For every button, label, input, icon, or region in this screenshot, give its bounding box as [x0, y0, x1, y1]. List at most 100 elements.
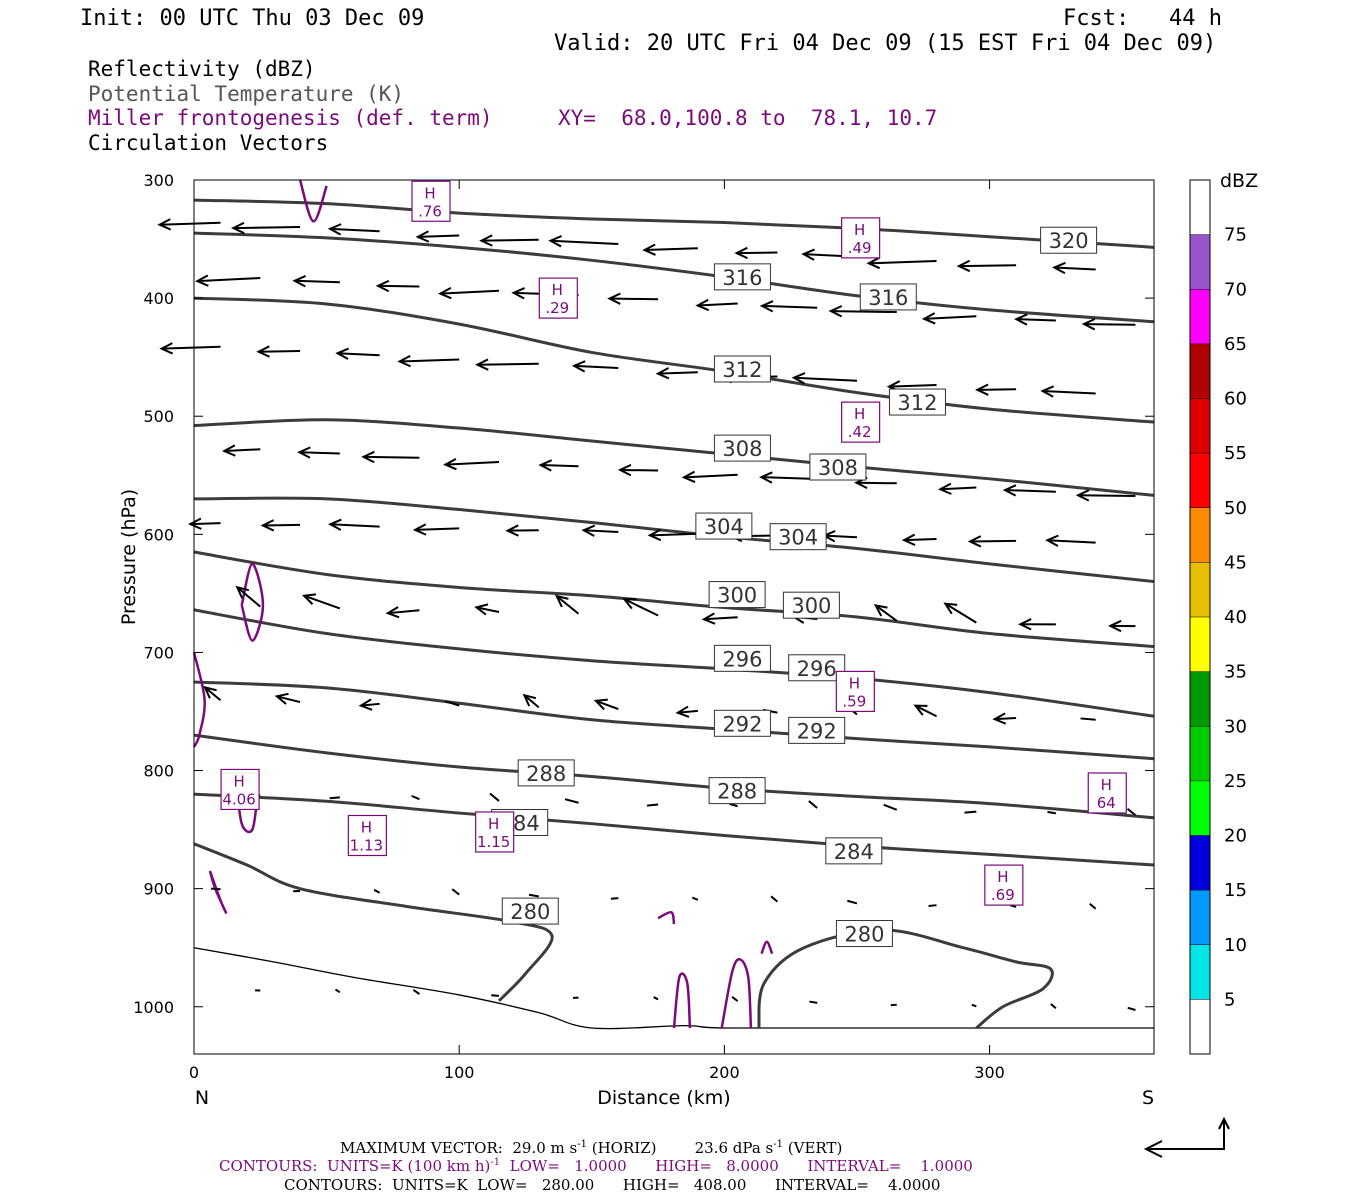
- vector-11: [1052, 261, 1096, 275]
- fg-max-h-6: H: [361, 819, 372, 837]
- colorbar-label-75: 75: [1224, 225, 1247, 246]
- vector-48: [188, 517, 221, 530]
- vector-41: [617, 463, 659, 477]
- fg-max-box-7: [475, 811, 515, 853]
- theta-label-316-b1: 316: [868, 286, 908, 310]
- theta-label-308-b3: 308: [818, 456, 858, 480]
- vector-5: [548, 235, 619, 248]
- vector-72: [203, 685, 222, 702]
- valid-time: Valid: 20 UTC Fri 04 Dec 09 (15 EST Fri …: [554, 31, 1217, 56]
- vector-25: [256, 345, 301, 358]
- vector-9: [866, 256, 937, 270]
- vector-107: [1089, 902, 1097, 910]
- fg-contour-7: [720, 958, 753, 1029]
- fg-contour-0: [298, 179, 328, 223]
- fg-max-value-3: .42: [848, 423, 872, 441]
- vector-29: [571, 360, 619, 373]
- vector-113: [653, 996, 659, 1001]
- vector-65: [622, 598, 659, 617]
- vector-2: [327, 223, 380, 236]
- fg-contour-2: [192, 652, 206, 748]
- theta-label-292-a7-box: [713, 709, 771, 737]
- ytick-label-500: 500: [143, 407, 174, 426]
- theta-label-280-a10-box: [501, 897, 559, 925]
- xy-label: XY= 68.0,100.8 to 78.1, 10.7: [558, 106, 938, 130]
- vector-4: [479, 234, 539, 247]
- vector-76: [522, 693, 540, 709]
- colorbar-label-5: 5: [1224, 989, 1235, 1010]
- vector-59: [1045, 534, 1096, 547]
- theta-label-320-a0-box: [1040, 226, 1098, 254]
- fg-max-value-4: .59: [842, 692, 866, 710]
- vector-104: [847, 899, 858, 905]
- vector-115: [809, 1000, 818, 1004]
- vector-77: [593, 698, 619, 711]
- vector-68: [873, 604, 898, 622]
- theta-contour-284-9: [193, 792, 1155, 867]
- vector-62: [385, 606, 420, 619]
- fg-max-h-8: H: [997, 868, 1008, 886]
- fg-max-box-0: [411, 180, 451, 222]
- fg-max-box-5: [220, 768, 260, 811]
- vector-36: [222, 444, 261, 457]
- theta-contour-296-6: [193, 608, 1155, 718]
- fg-max-h-5: H: [233, 772, 244, 790]
- theta-contours-line: CONTOURS: UNITS=K LOW= 280.00 HIGH= 408.…: [284, 1176, 941, 1194]
- vector-103: [770, 895, 779, 903]
- colorbar: 5 10 15 20 25 30 35 40 45 50 55 60 65 70 75 dBZ: [1189, 170, 1258, 1055]
- vector-111: [491, 994, 500, 997]
- vector-89: [646, 803, 659, 807]
- vector-12: [195, 274, 261, 287]
- theta-contour-292-7: [193, 680, 1155, 761]
- colorbar-bin-3: [1190, 835, 1210, 891]
- vector-30: [655, 367, 698, 380]
- theta-contour-300-5: [193, 550, 1155, 649]
- fg-max-box-9: [1087, 772, 1127, 814]
- vector-40: [538, 459, 579, 472]
- fg-contour-6: [672, 972, 692, 1029]
- vector-24: [159, 342, 221, 355]
- theta-label-308-a3-box: [713, 434, 771, 462]
- vector-46: [1002, 484, 1056, 497]
- vector-105: [928, 904, 937, 907]
- vector-50: [328, 518, 380, 531]
- fg-max-h-2: H: [854, 221, 865, 239]
- vector-99: [451, 888, 460, 896]
- theta-label-312-b2-box: [888, 388, 946, 416]
- colorbar-label-25: 25: [1224, 771, 1247, 792]
- fg-max-value-9: 64: [1097, 794, 1116, 812]
- vector-52: [505, 524, 539, 537]
- theta-contour-312-2: [193, 296, 1155, 424]
- ytick-label-700: 700: [143, 643, 174, 662]
- vector-23: [1081, 318, 1136, 331]
- vector-43: [759, 471, 818, 484]
- vector-45: [938, 482, 977, 495]
- fg-max-h-1: H: [552, 281, 563, 299]
- vector-110: [412, 988, 420, 995]
- vector-26: [335, 347, 380, 360]
- theta-label-292-b7-box: [788, 716, 846, 744]
- fg-max-value-6: 1.13: [350, 837, 383, 855]
- colorbar-bin-8: [1190, 562, 1210, 617]
- north-end-label: N: [195, 1087, 209, 1109]
- ytick-label-1000: 1000: [133, 998, 174, 1017]
- init-time: Init: 00 UTC Thu 03 Dec 09: [80, 6, 425, 31]
- theta-label-288-a8-box: [517, 759, 575, 787]
- vector-82: [992, 712, 1017, 725]
- theta-label-280-b10-box: [835, 920, 893, 948]
- theta-contour-320-0: [193, 198, 1155, 249]
- fg-max-value-0: .76: [418, 202, 442, 220]
- fg-contour-4: [208, 870, 228, 914]
- theta-label-316-b1-box: [859, 283, 917, 311]
- colorbar-label-10: 10: [1224, 935, 1247, 956]
- colorbar-bin-6: [1190, 671, 1210, 727]
- vector-27: [397, 355, 460, 368]
- colorbar-label-55: 55: [1224, 443, 1247, 464]
- colorbar-bin-13: [1190, 289, 1210, 344]
- fg-max-box-2: [841, 217, 881, 259]
- theta-label-304-a4-box: [695, 512, 753, 540]
- theta-contours: [193, 198, 1155, 1030]
- colorbar-label-40: 40: [1224, 607, 1247, 628]
- colorbar-bin-0: [1190, 999, 1210, 1054]
